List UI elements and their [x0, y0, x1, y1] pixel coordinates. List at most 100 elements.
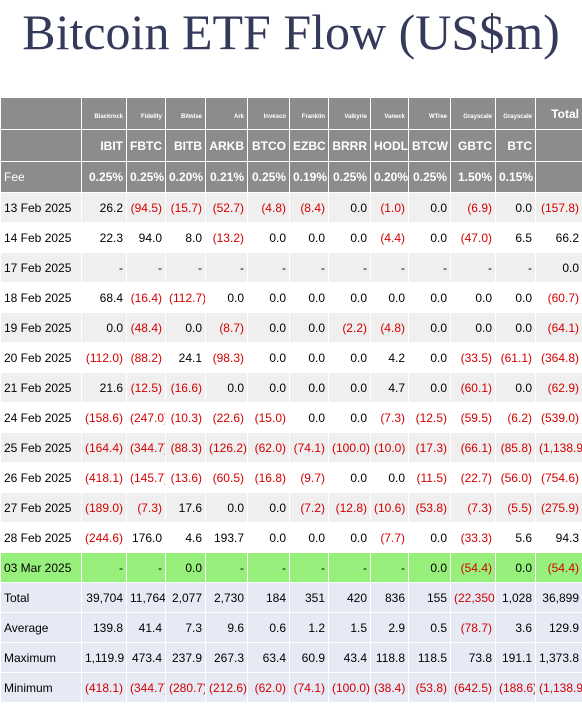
- fee-cell: 0.25%: [247, 161, 290, 193]
- fee-cell: 0.19%: [289, 161, 329, 193]
- flow-cell: (54.4): [450, 552, 496, 583]
- stat-cell: 118.5: [408, 642, 451, 673]
- ticker-header: IBIT: [81, 129, 127, 162]
- table-row: 18 Feb 2025 68.4 (16.4) (112.7) 0.0 0.0 0.0 0.0…: [0, 282, 582, 313]
- stat-label: Average: [0, 612, 82, 643]
- flow-cell: (52.7): [205, 192, 248, 223]
- stat-cell: 191.1: [495, 642, 536, 673]
- flow-cell: (2.2): [328, 312, 371, 343]
- stat-cell: 0.6: [247, 612, 290, 643]
- issuer-header-row: Blackrock Fidelity Bitwise Ark Invesco Frankl…: [0, 97, 582, 130]
- fee-cell: 0.25%: [328, 161, 371, 193]
- stat-cell: 1.2: [289, 612, 329, 643]
- date-cell: 21 Feb 2025: [0, 372, 82, 403]
- flow-cell: 0.0: [289, 282, 329, 313]
- fee-cell: 1.50%: [450, 161, 496, 193]
- stat-cell: 2,077: [165, 582, 206, 613]
- flow-cell: 0.0: [495, 312, 536, 343]
- flow-cell: 94.0: [126, 222, 166, 253]
- stat-row: Average 139.8 41.4 7.3 9.6 0.6 1.2 1.5 2.9 0.5 (78…: [0, 612, 582, 643]
- stat-cell: 1,028: [495, 582, 536, 613]
- flow-cell: -: [328, 252, 371, 283]
- flow-cell: 0.0: [328, 222, 371, 253]
- flow-cell: (244.6): [81, 522, 127, 553]
- issuer-header: Invesco: [247, 97, 290, 130]
- flow-cell: -: [450, 252, 496, 283]
- flow-cell: 0.0: [370, 462, 409, 493]
- stat-cell: (212.6): [205, 672, 248, 703]
- stat-cell: (62.0): [247, 672, 290, 703]
- stat-cell: 9.6: [205, 612, 248, 643]
- flow-cell: 0.0: [165, 552, 206, 583]
- flow-cell: 0.0: [205, 372, 248, 403]
- table-row: 24 Feb 2025 (158.6) (247.0) (10.3) (22.6) (15…: [0, 402, 582, 433]
- flow-cell: 21.6: [81, 372, 127, 403]
- stat-label: Maximum: [0, 642, 82, 673]
- flow-cell: (4.8): [247, 192, 290, 223]
- flow-cell: 0.0: [81, 312, 127, 343]
- flow-cell: 4.7: [370, 372, 409, 403]
- flow-cell: 0.0: [408, 192, 451, 223]
- flow-cell: (10.3): [165, 402, 206, 433]
- flow-cell: (62.0): [247, 432, 290, 463]
- flow-cell: 0.0: [328, 342, 371, 373]
- flow-cell: (10.0): [370, 432, 409, 463]
- flow-cell: 0.0: [328, 282, 371, 313]
- issuer-header: Bitwise: [165, 97, 206, 130]
- flow-cell: (85.8): [495, 432, 536, 463]
- flow-cell: 0.0: [408, 282, 451, 313]
- flow-cell: 0.0: [370, 282, 409, 313]
- row-total-cell: (54.4): [535, 552, 582, 583]
- table-row: 20 Feb 2025 (112.0) (88.2) 24.1 (98.3) 0.0 0.0…: [0, 342, 582, 373]
- issuer-header: WTree: [408, 97, 451, 130]
- flow-cell: (15.7): [165, 192, 206, 223]
- fee-cell: 0.20%: [165, 161, 206, 193]
- fee-cell: 0.25%: [81, 161, 127, 193]
- flow-cell: (48.4): [126, 312, 166, 343]
- etf-flow-table: Blackrock Fidelity Bitwise Ark Invesco Frankl…: [0, 97, 582, 703]
- flow-cell: 0.0: [328, 192, 371, 223]
- row-total-cell: (64.1): [535, 312, 582, 343]
- flow-cell: 0.0: [247, 372, 290, 403]
- row-total-cell: 94.3: [535, 522, 582, 553]
- flow-cell: (12.8): [328, 492, 371, 523]
- corner-cell: [0, 97, 82, 130]
- stat-cell: 836: [370, 582, 409, 613]
- ticker-header-blank: [535, 129, 582, 162]
- flow-cell: (9.7): [289, 462, 329, 493]
- flow-cell: 0.0: [495, 192, 536, 223]
- flow-cell: 0.0: [495, 282, 536, 313]
- flow-cell: -: [370, 552, 409, 583]
- flow-cell: (13.2): [205, 222, 248, 253]
- flow-cell: 0.0: [205, 492, 248, 523]
- flow-cell: 0.0: [408, 372, 451, 403]
- flow-cell: (56.0): [495, 462, 536, 493]
- row-total-cell: (275.9): [535, 492, 582, 523]
- flow-cell: (145.7): [126, 462, 166, 493]
- row-total-cell: (364.8): [535, 342, 582, 373]
- fee-cell: 0.20%: [370, 161, 409, 193]
- flow-cell: (66.1): [450, 432, 496, 463]
- row-total-cell: (62.9): [535, 372, 582, 403]
- flow-cell: 0.0: [247, 312, 290, 343]
- date-cell: 26 Feb 2025: [0, 462, 82, 493]
- stat-cell: 1.5: [328, 612, 371, 643]
- stat-row: Total 39,704 11,764 2,077 2,730 184 351 420 836 1…: [0, 582, 582, 613]
- stat-cell: (188.6): [495, 672, 536, 703]
- stat-total-cell: 1,373.8: [535, 642, 582, 673]
- flow-cell: 0.0: [408, 342, 451, 373]
- flow-cell: 6.5: [495, 222, 536, 253]
- flow-cell: (13.6): [165, 462, 206, 493]
- flow-cell: 0.0: [289, 372, 329, 403]
- stat-cell: 184: [247, 582, 290, 613]
- flow-cell: (88.3): [165, 432, 206, 463]
- issuer-header: Blackrock: [81, 97, 127, 130]
- fee-row: Fee 0.25% 0.25% 0.20% 0.21% 0.25% 0.19% 0.25% 0.…: [0, 161, 582, 193]
- flow-cell: 0.0: [408, 522, 451, 553]
- flow-cell: (74.1): [289, 432, 329, 463]
- ticker-header: BITB: [165, 129, 206, 162]
- table-row: 03 Mar 2025- -0.0- - - - -0.0 (54.4) 0.0 (54.4): [0, 552, 582, 583]
- flow-cell: 0.0: [408, 222, 451, 253]
- table-row: 19 Feb 2025 0.0 (48.4) 0.0 (8.7) 0.0 0.0 (2.2)(…: [0, 312, 582, 343]
- flow-cell: (4.4): [370, 222, 409, 253]
